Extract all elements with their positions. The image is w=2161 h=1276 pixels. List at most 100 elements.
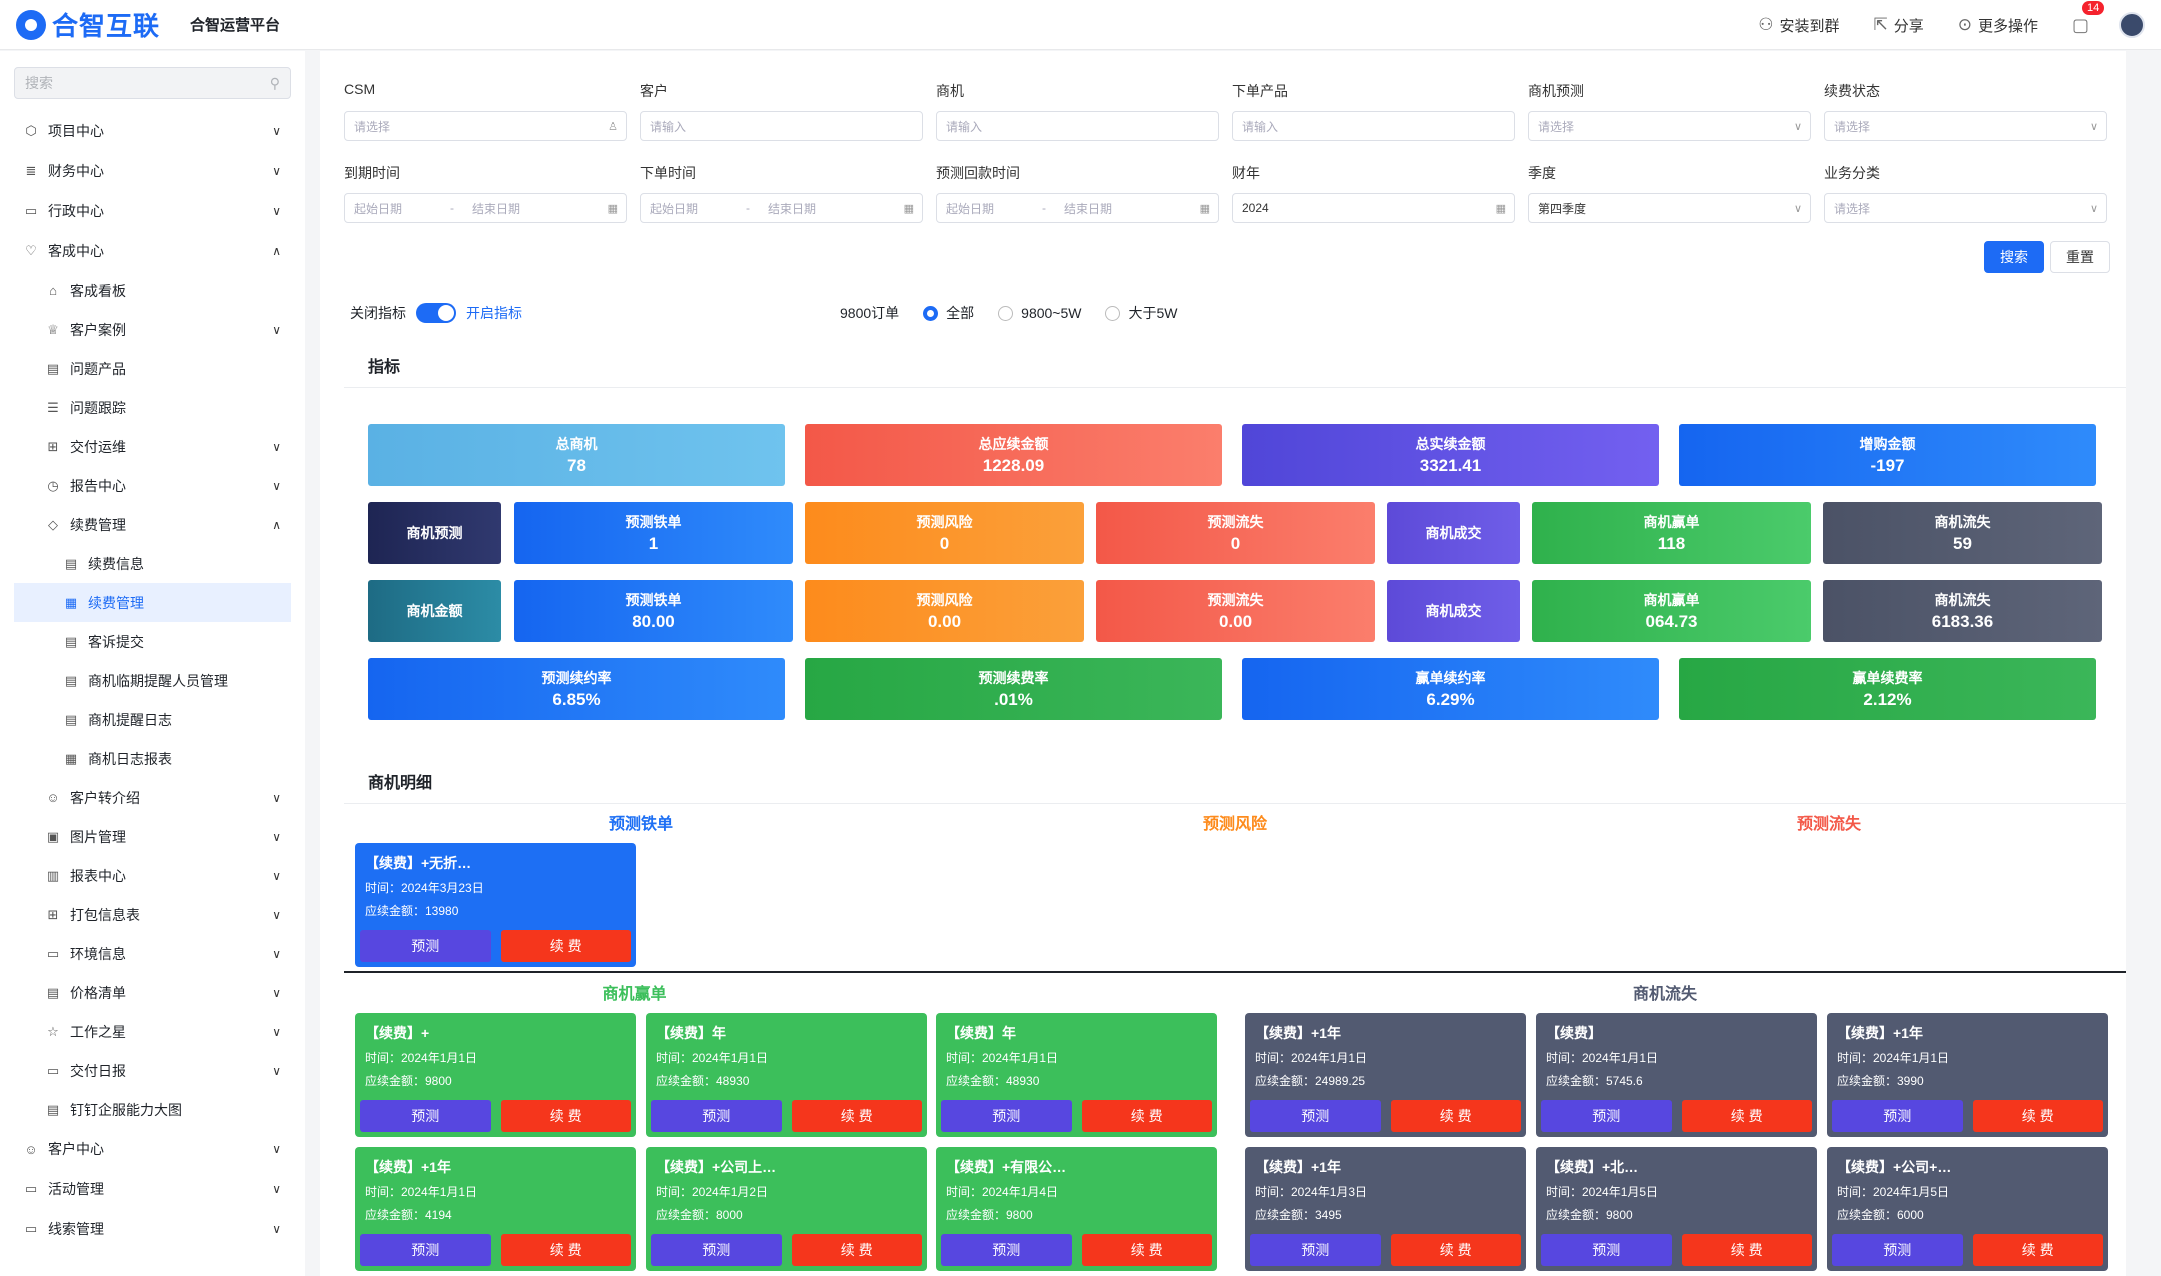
renew-button[interactable]: 续 费 xyxy=(1681,1100,1812,1132)
date-range-input[interactable]: 起始日期 - 结束日期 ▦ xyxy=(640,193,923,223)
brand-logo[interactable]: 合智互联 xyxy=(16,6,160,43)
renew-button[interactable]: 续 费 xyxy=(500,930,631,962)
opportunity-card[interactable]: 【续费】年 时间：2024年1月1日 应续金额：48930 预测续 费 xyxy=(646,1013,927,1137)
reset-button[interactable]: 重置 xyxy=(2050,241,2110,273)
order-radio[interactable]: 大于5W xyxy=(1105,303,1177,323)
sidebar-item[interactable]: ▤ 钉钉企服能力大图 xyxy=(0,1090,305,1129)
renew-button[interactable]: 续 费 xyxy=(500,1234,631,1266)
sidebar-item[interactable]: ⌂ 客成看板 xyxy=(0,271,305,310)
filter-input[interactable]: 请选择 ∨ xyxy=(1824,111,2107,141)
opportunity-card[interactable]: 【续费】+1年 时间：2024年1月1日 应续金额：4194 预测续 费 xyxy=(355,1147,636,1271)
sidebar-item[interactable]: ⊞ 交付运维 ∨ xyxy=(0,427,305,466)
opportunity-card[interactable]: 【续费】+无折… 时间：2024年3月23日 应续金额：13980 预测续 费 xyxy=(355,843,636,967)
opportunity-card[interactable]: 【续费】年 时间：2024年1月1日 应续金额：48930 预测续 费 xyxy=(936,1013,1217,1137)
sidebar-item[interactable]: ⬡ 项目中心 ∨ xyxy=(0,111,305,151)
top-header: 合智互联 合智运营平台 ⚇ 安装到群 ⇱ 分享 ⊙ 更多操作 ▢ 14 xyxy=(0,0,2161,50)
sidebar-item[interactable]: ▭ 行政中心 ∨ xyxy=(0,191,305,231)
renew-button[interactable]: 续 费 xyxy=(1972,1100,2103,1132)
sidebar-item[interactable]: ▤ 客诉提交 xyxy=(0,622,305,661)
sidebar-search-input[interactable]: 搜索 ⚲ xyxy=(14,67,291,99)
order-radio[interactable]: 全部 xyxy=(923,303,974,323)
renew-button[interactable]: 续 费 xyxy=(1972,1234,2103,1266)
filter-input[interactable]: 第四季度 ∨ xyxy=(1528,193,1811,223)
opportunity-card[interactable]: 【续费】+1年 时间：2024年1月1日 应续金额：24989.25 预测续 费 xyxy=(1245,1013,1526,1137)
sidebar-item[interactable]: ▭ 活动管理 ∨ xyxy=(0,1169,305,1209)
filter-value: 2024 xyxy=(1242,201,1269,215)
sidebar-item[interactable]: ▦ 续费管理 xyxy=(14,583,291,622)
opportunity-card[interactable]: 【续费】+公司+… 时间：2024年1月5日 应续金额：6000 预测续 费 xyxy=(1827,1147,2108,1271)
opportunity-card[interactable]: 【续费】+ 时间：2024年1月1日 应续金额：9800 预测续 费 xyxy=(355,1013,636,1137)
share-button[interactable]: ⇱ 分享 xyxy=(1873,15,1924,35)
search-button[interactable]: 搜索 xyxy=(1984,241,2044,273)
order-radio[interactable]: 9800~5W xyxy=(998,303,1081,323)
renew-button[interactable]: 续 费 xyxy=(1081,1100,1212,1132)
indicator-switch[interactable] xyxy=(416,303,456,323)
sidebar-item[interactable]: ⊞ 打包信息表 ∨ xyxy=(0,895,305,934)
more-actions-button[interactable]: ⊙ 更多操作 xyxy=(1957,15,2038,35)
date-range-input[interactable]: 起始日期 - 结束日期 ▦ xyxy=(936,193,1219,223)
calendar-icon: ▦ xyxy=(64,750,78,766)
filter-input[interactable]: 请选择 ∨ xyxy=(1528,111,1811,141)
install-to-group-button[interactable]: ⚇ 安装到群 xyxy=(1758,15,1840,35)
sidebar-item[interactable]: ≣ 财务中心 ∨ xyxy=(0,151,305,191)
sidebar-item[interactable]: ♕ 客户案例 ∨ xyxy=(0,310,305,349)
opportunity-card[interactable]: 【续费】+公司上… 时间：2024年1月2日 应续金额：8000 预测续 费 xyxy=(646,1147,927,1271)
predict-button[interactable]: 预测 xyxy=(1250,1234,1381,1266)
sidebar-item[interactable]: ▣ 图片管理 ∨ xyxy=(0,817,305,856)
sidebar-item[interactable]: ▭ 环境信息 ∨ xyxy=(0,934,305,973)
predict-button[interactable]: 预测 xyxy=(1541,1100,1672,1132)
filter-input[interactable]: 请选择 ∨ xyxy=(1824,193,2107,223)
opportunity-card[interactable]: 【续费】+北… 时间：2024年1月5日 应续金额：9800 预测续 费 xyxy=(1536,1147,1817,1271)
sidebar-item[interactable]: ☺ 客户中心 ∨ xyxy=(0,1129,305,1169)
renew-button[interactable]: 续 费 xyxy=(791,1100,922,1132)
predict-button[interactable]: 预测 xyxy=(360,1100,491,1132)
sidebar-item[interactable]: ▭ 线索管理 ∨ xyxy=(0,1209,305,1249)
predict-button[interactable]: 预测 xyxy=(360,1234,491,1266)
opportunity-card[interactable]: 【续费】 时间：2024年1月1日 应续金额：5745.6 预测续 费 xyxy=(1536,1013,1817,1137)
sidebar-item[interactable]: ◇ 续费管理 ∧ xyxy=(0,505,305,544)
filter-input[interactable]: 请输入 xyxy=(1232,111,1515,141)
opportunity-card[interactable]: 【续费】+1年 时间：2024年1月3日 应续金额：3495 预测续 费 xyxy=(1245,1147,1526,1271)
date-range-input[interactable]: 起始日期 - 结束日期 ▦ xyxy=(344,193,627,223)
sidebar-item[interactable]: ▤ 问题产品 xyxy=(0,349,305,388)
predict-button[interactable]: 预测 xyxy=(941,1100,1072,1132)
sidebar-item[interactable]: ▤ 续费信息 xyxy=(0,544,305,583)
card-title: 【续费】+1年 xyxy=(365,1159,451,1175)
predict-button[interactable]: 预测 xyxy=(1832,1234,1963,1266)
divider xyxy=(344,803,2126,804)
renew-button[interactable]: 续 费 xyxy=(1681,1234,1812,1266)
opportunity-card[interactable]: 【续费】+1年 时间：2024年1月1日 应续金额：3990 预测续 费 xyxy=(1827,1013,2108,1137)
sidebar-item[interactable]: ♡ 客成中心 ∧ xyxy=(0,231,305,271)
opportunity-card[interactable]: 【续费】+有限公… 时间：2024年1月4日 应续金额：9800 预测续 费 xyxy=(936,1147,1217,1271)
renew-button[interactable]: 续 费 xyxy=(1390,1100,1521,1132)
metrics-title: 指标 xyxy=(368,359,401,376)
filter-input[interactable]: 请输入 xyxy=(640,111,923,141)
filter-label: 预测回款时间 xyxy=(936,165,1020,181)
sidebar-item[interactable]: ☰ 问题跟踪 xyxy=(0,388,305,427)
predict-button[interactable]: 预测 xyxy=(1541,1234,1672,1266)
sidebar-item[interactable]: ☺ 客户转介绍 ∨ xyxy=(0,778,305,817)
sidebar-item[interactable]: ▤ 商机提醒日志 xyxy=(0,700,305,739)
predict-button[interactable]: 预测 xyxy=(651,1100,782,1132)
sidebar-item[interactable]: ▥ 报表中心 ∨ xyxy=(0,856,305,895)
predict-button[interactable]: 预测 xyxy=(651,1234,782,1266)
avatar[interactable] xyxy=(2119,12,2145,38)
filter-input[interactable]: 请选择 ♙ xyxy=(344,111,627,141)
predict-button[interactable]: 预测 xyxy=(941,1234,1072,1266)
filter-input[interactable]: 2024 ▦ xyxy=(1232,193,1515,223)
sidebar-item[interactable]: ◷ 报告中心 ∨ xyxy=(0,466,305,505)
predict-button[interactable]: 预测 xyxy=(360,930,491,962)
predict-button[interactable]: 预测 xyxy=(1250,1100,1381,1132)
filter-input[interactable]: 请输入 xyxy=(936,111,1219,141)
notification-icon[interactable]: ▢ 14 xyxy=(2072,0,2105,36)
sidebar-item[interactable]: ▤ 商机临期提醒人员管理 xyxy=(0,661,305,700)
sidebar-item[interactable]: ▤ 价格清单 ∨ xyxy=(0,973,305,1012)
renew-button[interactable]: 续 费 xyxy=(1081,1234,1212,1266)
renew-button[interactable]: 续 费 xyxy=(1390,1234,1521,1266)
sidebar-item[interactable]: ▦ 商机日志报表 xyxy=(0,739,305,778)
predict-button[interactable]: 预测 xyxy=(1832,1100,1963,1132)
sidebar-item[interactable]: ▭ 交付日报 ∨ xyxy=(0,1051,305,1090)
renew-button[interactable]: 续 费 xyxy=(500,1100,631,1132)
renew-button[interactable]: 续 费 xyxy=(791,1234,922,1266)
sidebar-item[interactable]: ☆ 工作之星 ∨ xyxy=(0,1012,305,1051)
